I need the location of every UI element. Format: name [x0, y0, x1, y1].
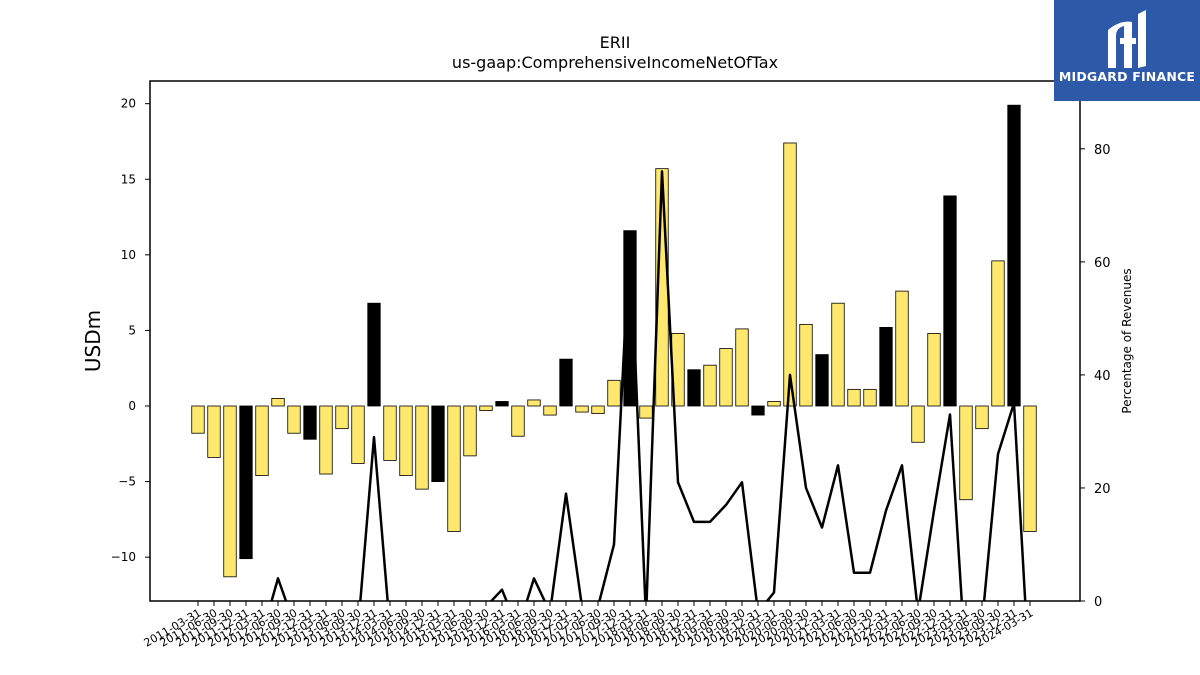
y2-tick-label: 20 — [1094, 482, 1111, 497]
bar-2018-03-31 — [639, 405, 653, 419]
bar-2015-09-30 — [479, 405, 493, 411]
y2-tick-label: 40 — [1094, 369, 1111, 384]
bar-2016-06-30 — [527, 399, 541, 407]
y-tick-label: 10 — [121, 248, 136, 262]
bar-2013-03-31 — [319, 405, 333, 475]
bar-2023-06-30 — [975, 405, 989, 430]
bar-2011-09-30 — [223, 405, 237, 578]
y-tick-label: −5 — [118, 475, 136, 489]
bar-2019-03-31 — [703, 364, 717, 407]
bar-2019-09-30 — [735, 328, 749, 407]
y2-tick-label: 80 — [1094, 143, 1111, 158]
bar-2015-06-30 — [463, 405, 477, 457]
bar-2016-12-31 — [559, 358, 573, 407]
bars-layer — [191, 104, 1037, 578]
bar-2011-03-31 — [191, 405, 205, 434]
chart-titles: ERII us-gaap:ComprehensiveIncomeNetOfTax — [452, 33, 778, 72]
bar-2014-03-31 — [383, 405, 397, 461]
bar-2024-03-31 — [1023, 405, 1037, 532]
bar-2019-06-30 — [719, 348, 733, 407]
line-layer — [270, 170, 1027, 601]
bar-2011-06-30 — [207, 405, 221, 458]
bar-2023-12-31 — [1007, 104, 1021, 407]
bar-2021-12-31 — [879, 326, 893, 407]
bar-2021-03-31 — [831, 302, 845, 407]
bar-2012-09-30 — [287, 405, 301, 434]
chart-title: ERII — [600, 33, 631, 52]
bar-2013-12-31 — [367, 302, 381, 407]
bar-2016-09-30 — [543, 405, 557, 416]
bar-2017-03-31 — [575, 405, 589, 413]
plot-frame — [149, 80, 1081, 602]
y-tick-label: 5 — [128, 323, 136, 337]
logo-text: MIDGARD FINANCE — [1058, 69, 1196, 84]
percentage-line — [270, 170, 1027, 601]
y-tick-label: 15 — [121, 172, 136, 186]
bar-2015-12-31 — [495, 401, 509, 407]
bar-2020-06-30 — [783, 142, 797, 407]
bar-2022-12-31 — [943, 195, 957, 407]
y2-axis-label: Percentage of Revenues — [1120, 268, 1134, 413]
bar-2018-12-31 — [687, 369, 701, 407]
bar-2012-03-31 — [255, 405, 269, 476]
y-tick-label: −10 — [111, 550, 136, 564]
bar-2012-12-31 — [303, 405, 317, 440]
y-axis-right: 0 20 40 60 80 — [1080, 143, 1111, 610]
y-axis-left: −10 −5 0 5 10 15 20 — [111, 97, 150, 564]
bar-2020-09-30 — [799, 323, 813, 407]
y2-tick-label: 0 — [1094, 595, 1102, 610]
bar-2012-06-30 — [271, 398, 285, 407]
x-axis: 2011-03-312011-06-302011-09-302011-12-31… — [142, 601, 1036, 650]
bar-2023-03-31 — [959, 405, 973, 501]
bar-2017-06-30 — [591, 405, 605, 414]
bar-2019-12-31 — [751, 405, 765, 416]
bar-2020-03-31 — [767, 401, 781, 407]
bar-2013-09-30 — [351, 405, 365, 464]
bar-2023-09-30 — [991, 260, 1005, 407]
bar-2014-12-31 — [431, 405, 445, 482]
bar-2021-06-30 — [847, 388, 861, 407]
bar-2022-09-30 — [927, 333, 941, 407]
bar-2014-09-30 — [415, 405, 429, 490]
bar-2020-12-31 — [815, 354, 829, 407]
brand-logo: MIDGARD FINANCE — [1054, 0, 1200, 101]
y2-tick-label: 60 — [1094, 256, 1111, 271]
bar-2021-09-30 — [863, 388, 877, 407]
chart-subtitle: us-gaap:ComprehensiveIncomeNetOfTax — [452, 53, 778, 72]
bar-2022-03-31 — [895, 290, 909, 407]
bar-2017-09-30 — [607, 379, 621, 407]
midgard-logo-icon — [1108, 10, 1146, 68]
bar-2011-12-31 — [239, 405, 253, 560]
bar-2014-06-30 — [399, 405, 413, 476]
bar-2015-03-31 — [447, 405, 461, 532]
y-axis-label: USDm — [81, 310, 105, 372]
bar-2016-03-31 — [511, 405, 525, 437]
y-tick-label: 0 — [128, 399, 136, 413]
y-tick-label: 20 — [121, 97, 136, 111]
bar-2013-06-30 — [335, 405, 349, 430]
bar-2022-06-30 — [911, 405, 925, 443]
